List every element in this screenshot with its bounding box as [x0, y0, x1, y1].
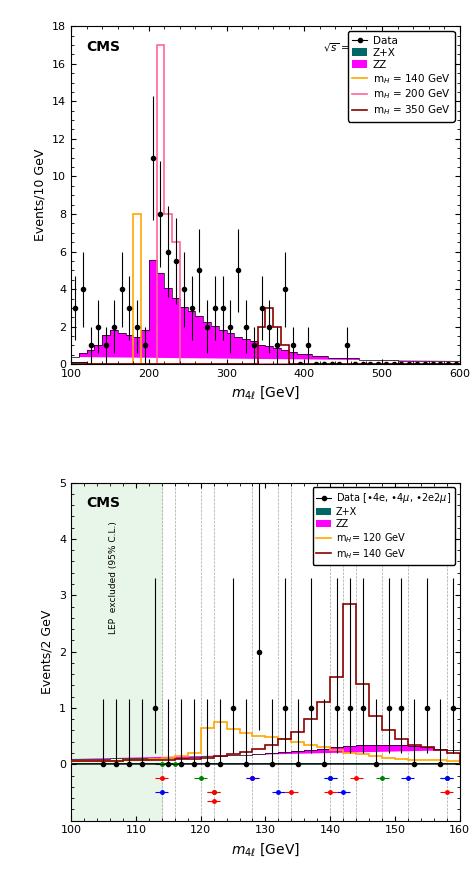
Y-axis label: Events/2 GeV: Events/2 GeV — [41, 609, 54, 694]
Text: (a): (a) — [427, 66, 448, 82]
Text: CMS: CMS — [87, 39, 121, 54]
Text: $\sqrt{s}$ = 7 TeV  L = 4.7 fb$^{-1}$: $\sqrt{s}$ = 7 TeV L = 4.7 fb$^{-1}$ — [323, 496, 452, 510]
Y-axis label: Events/10 GeV: Events/10 GeV — [34, 149, 46, 242]
Legend: Data, Z+X, ZZ, m$_H$ = 140 GeV, m$_H$ = 200 GeV, m$_H$ = 350 GeV: Data, Z+X, ZZ, m$_H$ = 140 GeV, m$_H$ = … — [347, 31, 455, 121]
Legend: Data [$\bullet$4e, $\bullet$4$\mu$, $\bullet$2e2$\mu$], Z+X, ZZ, m$_H$= 120 GeV,: Data [$\bullet$4e, $\bullet$4$\mu$, $\bu… — [312, 487, 455, 565]
Text: LEP  excluded (95% C.L.): LEP excluded (95% C.L.) — [109, 521, 118, 634]
X-axis label: $m_{4\ell}$ [GeV]: $m_{4\ell}$ [GeV] — [231, 385, 300, 402]
Text: $\sqrt{s}$ = 7 TeV  L = 4.7 fb$^{-1}$: $\sqrt{s}$ = 7 TeV L = 4.7 fb$^{-1}$ — [323, 39, 452, 53]
Text: (b): (b) — [427, 523, 448, 538]
Text: CMS: CMS — [87, 496, 121, 510]
X-axis label: $m_{4\ell}$ [GeV]: $m_{4\ell}$ [GeV] — [231, 841, 300, 858]
Bar — [71, 483, 162, 821]
